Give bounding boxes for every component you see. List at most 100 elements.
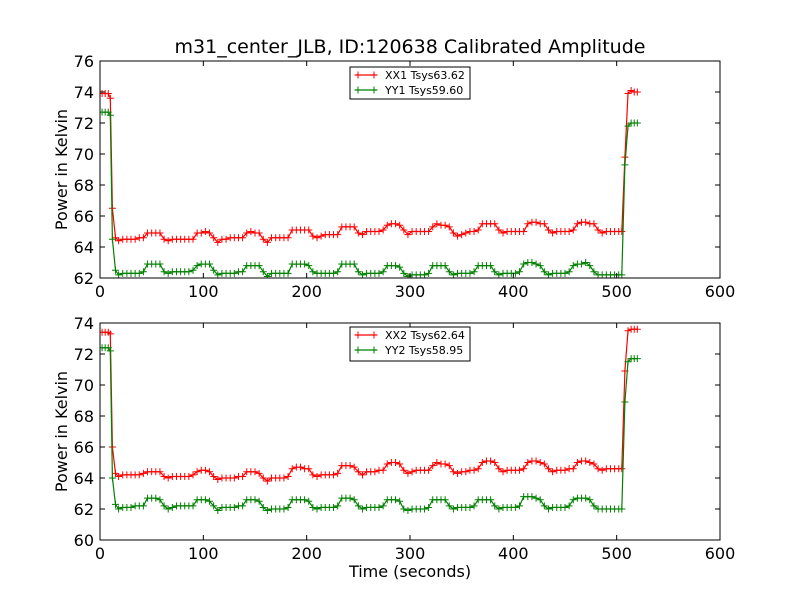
data-point-marker [586,262,594,270]
legend-marker [370,331,378,339]
series-line [102,347,638,512]
data-point-marker [334,231,342,239]
data-point-marker [478,459,486,466]
data-point-marker [511,503,519,511]
data-point-marker [164,505,172,513]
data-point-marker [375,228,383,235]
data-point-marker [425,503,433,511]
data-point-marker [540,268,548,276]
data-point-marker [520,465,528,473]
data-point-marker [524,459,532,466]
data-point-marker [334,268,342,276]
data-point-marker [375,503,383,511]
data-point-marker [400,226,408,234]
data-point-marker [487,262,495,270]
data-point-marker [487,457,495,465]
data-point-marker [255,262,263,270]
data-point-marker [280,474,288,482]
data-point-marker [433,220,441,228]
legend-marker [370,346,378,354]
data-point-marker [230,474,238,482]
y-tick-label: 62 [74,269,94,288]
data-point-marker [499,468,507,476]
data-point-marker [429,462,437,470]
data-point-marker [466,269,474,277]
data-point-marker [301,260,309,268]
data-point-marker [263,272,271,278]
x-tick-label: 200 [291,544,322,563]
data-point-marker [334,502,342,510]
data-point-marker [305,226,313,234]
y-tick-label: 72 [74,114,94,133]
data-point-marker [392,459,400,466]
data-point-marker [425,269,433,277]
data-point-marker [139,502,147,510]
data-point-marker [590,220,598,228]
data-point-marker [520,260,528,268]
data-point-marker [201,466,209,474]
data-point-marker [528,493,536,501]
data-point-marker [425,466,433,474]
data-point-marker [379,502,387,510]
data-point-marker [404,469,412,477]
data-point-marker [491,502,499,510]
data-point-marker [561,503,569,511]
data-point-marker [598,466,606,474]
data-point-marker [239,234,247,242]
data-point-marker [185,472,193,480]
data-point-marker [214,238,222,246]
data-point-marker [633,325,641,333]
data-point-marker [441,221,449,229]
x-axis-label: Time (seconds) [348,562,471,581]
x-tick-label: 600 [705,282,736,301]
legend-label: XX2 Tsys62.64 [385,329,465,342]
data-point-marker [251,468,259,476]
data-point-marker [449,229,457,237]
y-tick-label: 66 [74,207,94,226]
data-point-marker [259,503,267,511]
data-point-marker [160,502,168,510]
data-point-marker [164,474,172,482]
data-point-marker [582,259,590,266]
x-tick-label: 500 [601,544,632,563]
data-point-marker [532,218,540,226]
data-point-marker [263,238,271,246]
data-point-marker [210,234,218,242]
data-point-marker [454,232,462,240]
data-point-marker [284,234,292,242]
data-point-marker [309,232,317,240]
data-point-marker [139,469,147,477]
data-point-marker [536,262,544,270]
data-point-marker [540,502,548,510]
data-point-marker [247,228,255,235]
chart-title: m31_center_JLB, ID:120638 Calibrated Amp… [175,36,646,58]
data-point-marker [379,268,387,276]
data-point-marker [618,465,626,473]
data-point-marker [449,468,457,476]
data-point-marker [400,269,408,277]
data-point-marker [230,503,238,511]
data-point-marker [520,228,528,235]
data-point-marker [396,263,404,271]
data-point-marker [280,505,288,513]
data-point-marker [420,505,428,513]
data-point-marker [255,469,263,477]
y-tick-label: 62 [74,500,94,519]
data-point-marker [330,503,338,511]
data-point-marker [164,269,172,277]
data-point-marker [516,466,524,474]
y-tick-label: 70 [74,145,94,164]
data-point-marker [383,221,391,229]
data-point-marker [561,269,569,277]
data-point-marker [259,268,267,276]
data-point-marker [305,262,313,270]
series-1-2 [100,108,641,278]
legend-label: YY2 Tsys58.95 [384,344,463,357]
data-point-marker [445,268,453,276]
data-point-marker [259,235,267,243]
x-tick-label: 400 [498,282,529,301]
legend-marker [354,331,362,339]
x-tick-label: 200 [291,282,322,301]
data-point-marker [317,232,325,240]
data-point-marker [160,268,168,276]
